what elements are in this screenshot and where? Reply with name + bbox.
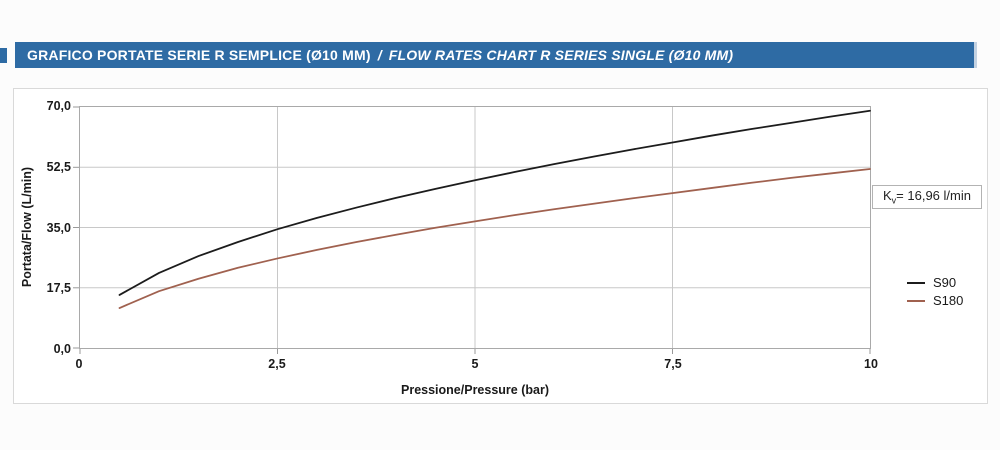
legend-line-swatch xyxy=(907,299,925,302)
x-tick-label: 10 xyxy=(864,357,878,371)
x-tick-label: 5 xyxy=(471,357,479,371)
kv-symbol-subscript: v xyxy=(891,195,897,206)
header-title-separator: / xyxy=(377,47,382,63)
series-line-s180 xyxy=(118,168,871,309)
x-tick-label: 2,5 xyxy=(268,357,286,371)
header-title-italian: GRAFICO PORTATE SERIE R SEMPLICE (Ø10 MM… xyxy=(27,47,371,63)
y-tick-label: 52,5 xyxy=(46,159,71,174)
kv-annotation-box: Kv= 16,96 l/min xyxy=(872,185,982,209)
series-line-s90 xyxy=(118,109,871,296)
y-tick-label: 35,0 xyxy=(46,220,71,235)
x-axis-title: Pressione/Pressure (bar) xyxy=(401,383,549,397)
kv-symbol: K xyxy=(883,188,892,203)
kv-value: = 16,96 l/min xyxy=(896,188,971,203)
legend-label: S180 xyxy=(933,293,964,308)
legend-line-swatch xyxy=(907,281,925,284)
y-tick-label: 17,5 xyxy=(46,281,71,296)
legend: S90 S180 xyxy=(907,272,963,311)
plot-area xyxy=(73,106,871,354)
legend-label: S90 xyxy=(933,275,957,290)
y-tick-label: 70,0 xyxy=(46,99,71,113)
chart-panel: Portata/Flow (L/min) Pressione/Pressure … xyxy=(13,88,988,404)
y-tick-label: 0,0 xyxy=(53,342,71,356)
header-title-bar: GRAFICO PORTATE SERIE R SEMPLICE (Ø10 MM… xyxy=(15,42,977,68)
legend-row-s180: S180 xyxy=(907,293,963,308)
x-tick-label: 0 xyxy=(75,357,83,371)
header-edge-notch xyxy=(0,48,7,63)
header-title-english: FLOW RATES CHART R SERIES SINGLE (Ø10 MM… xyxy=(388,47,734,63)
chart-svg xyxy=(73,106,871,354)
legend-row-s90: S90 xyxy=(907,275,963,290)
x-tick-label: 7,5 xyxy=(664,357,682,371)
